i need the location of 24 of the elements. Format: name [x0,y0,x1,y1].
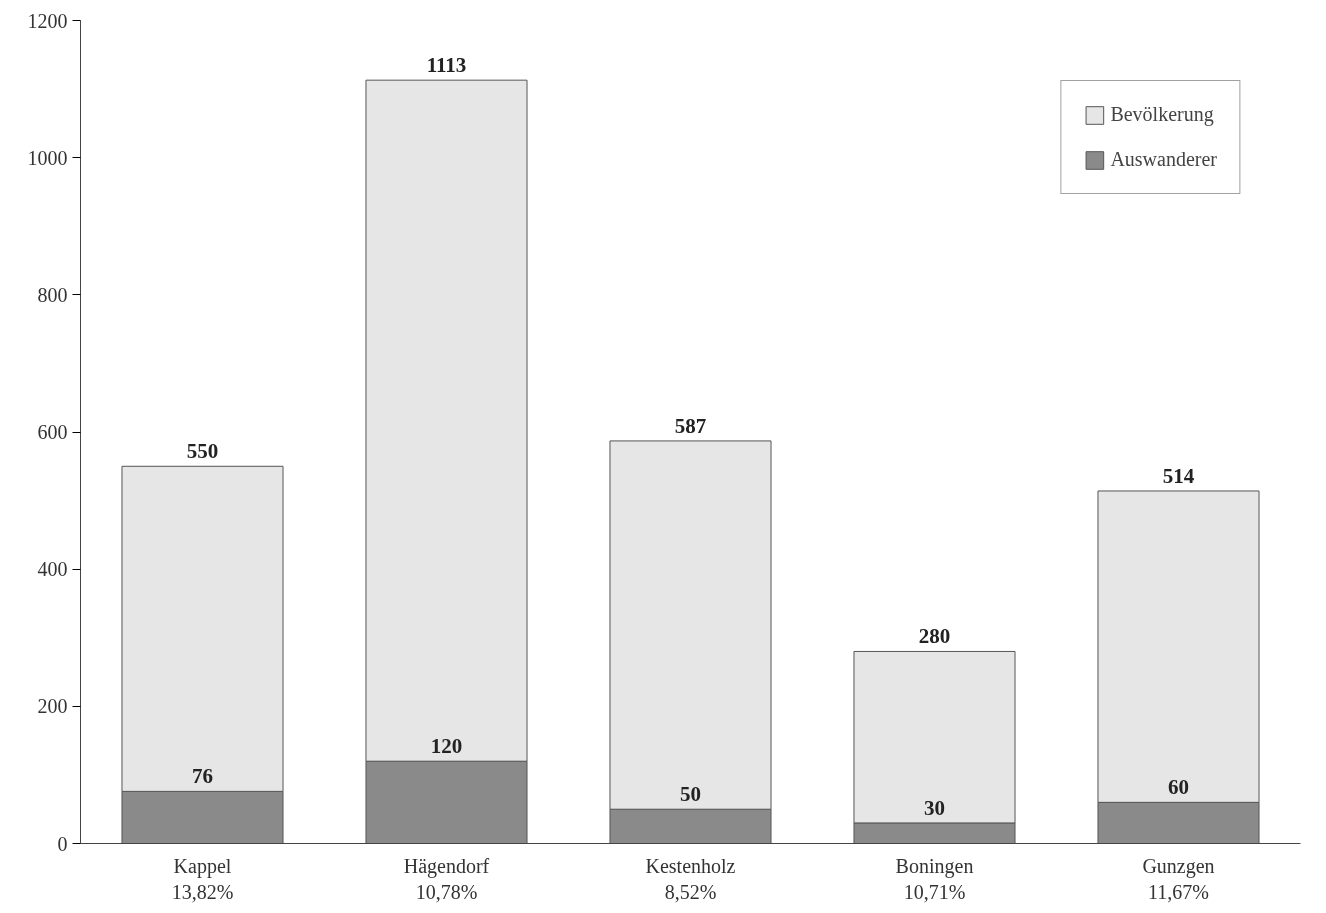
x-tick-label: Hägendorf 10,78% [403,854,490,903]
data-label: 50 [680,782,701,807]
x-tick-label: Kestenholz 8,52% [645,854,736,903]
y-tick-label: 200 [37,695,68,718]
total-label: 550 [186,439,219,464]
total-label: 587 [674,413,707,438]
total-label: 1113 [426,53,467,78]
total-label: 514 [1162,463,1195,488]
y-tick-label: 400 [37,558,68,581]
x-tick-label: Gunzgen 11,67% [1142,854,1215,903]
total-label: 280 [918,624,951,649]
x-tick-label: Boningen 10,71% [895,854,974,903]
y-tick-label: 0 [57,832,68,855]
y-tick-label: 1000 [27,146,68,169]
x-tick-label: Kappel 13,82% [171,854,234,903]
y-tick-label: 800 [37,283,68,306]
legend-label: Auswanderer [1110,148,1217,171]
data-label: 30 [924,795,945,820]
y-tick-label: 1200 [27,9,68,32]
legend-label: Bevölkerung [1110,103,1214,126]
y-tick-label: 600 [37,421,68,443]
data-label: 120 [430,734,463,759]
data-label: 60 [1168,775,1189,800]
data-label: 76 [192,764,213,789]
